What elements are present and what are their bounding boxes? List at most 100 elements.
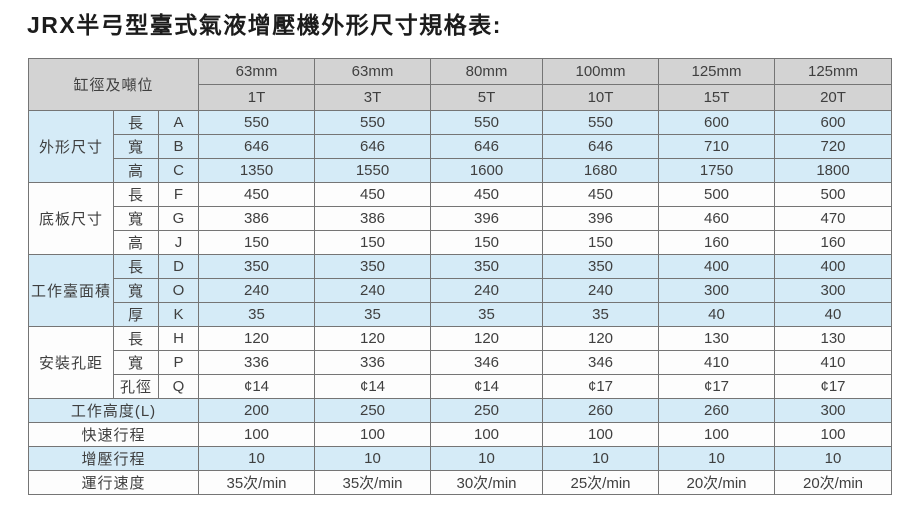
table-row: 寬 O 240 240 240 240 300 300 — [29, 278, 892, 303]
dim-label: 高 — [113, 158, 159, 183]
value-cell: 35次/min — [314, 470, 431, 495]
value-cell: 10 — [774, 446, 892, 471]
dim-label: 長 — [113, 182, 159, 207]
table-header-row-diameter: 缸徑及噸位 63mm 63mm 80mm 100mm 125mm 125mm — [28, 58, 892, 111]
table-row: 厚 K 35 35 35 35 40 40 — [29, 302, 892, 327]
value-cell: 410 — [658, 350, 775, 375]
value-cell: 150 — [430, 230, 543, 255]
value-cell: 150 — [198, 230, 315, 255]
value-cell: 100 — [658, 422, 775, 447]
dim-code: A — [158, 110, 199, 135]
value-cell: 300 — [774, 278, 892, 303]
value-cell: ¢14 — [430, 374, 543, 399]
dim-code: F — [158, 182, 199, 207]
dim-code: J — [158, 230, 199, 255]
value-cell: 160 — [658, 230, 775, 255]
col-header-diameter: 80mm — [430, 58, 543, 85]
value-cell: 100 — [430, 422, 543, 447]
dim-label: 寬 — [113, 278, 159, 303]
value-cell: 35 — [542, 302, 659, 327]
col-header-tonnage: 15T — [658, 84, 775, 111]
value-cell: 35 — [314, 302, 431, 327]
table-row: 寬 G 386 386 396 396 460 470 — [29, 206, 892, 231]
value-cell: 450 — [314, 182, 431, 207]
value-cell: 20次/min — [658, 470, 775, 495]
value-cell: 10 — [542, 446, 659, 471]
col-header-tonnage: 20T — [774, 84, 892, 111]
value-cell: 240 — [314, 278, 431, 303]
table-row: 高 C 1350 1550 1600 1680 1750 1800 — [29, 158, 892, 183]
value-cell: 600 — [774, 110, 892, 135]
value-cell: 240 — [542, 278, 659, 303]
col-header-diameter: 63mm — [198, 58, 315, 85]
dim-label: 長 — [113, 326, 159, 351]
dim-label: 孔徑 — [113, 374, 159, 399]
spec-table: 缸徑及噸位 63mm 63mm 80mm 100mm 125mm 125mm 1… — [28, 58, 892, 495]
value-cell: 350 — [314, 254, 431, 279]
value-cell: ¢17 — [542, 374, 659, 399]
summary-label: 快速行程 — [28, 422, 199, 447]
value-cell: 396 — [430, 206, 543, 231]
value-cell: 120 — [430, 326, 543, 351]
value-cell: ¢14 — [198, 374, 315, 399]
value-cell: 396 — [542, 206, 659, 231]
table-row: 外形尺寸 長 A 550 550 550 550 600 600 — [28, 110, 892, 183]
value-cell: 1800 — [774, 158, 892, 183]
value-cell: 10 — [430, 446, 543, 471]
value-cell: 300 — [774, 398, 892, 423]
dim-label: 寬 — [113, 350, 159, 375]
value-cell: 1350 — [198, 158, 315, 183]
value-cell: 550 — [542, 110, 659, 135]
value-cell: 200 — [198, 398, 315, 423]
dim-code: O — [158, 278, 199, 303]
dim-label: 寬 — [113, 134, 159, 159]
col-header-tonnage: 1T — [198, 84, 315, 111]
value-cell: 450 — [198, 182, 315, 207]
value-cell: 460 — [658, 206, 775, 231]
group-label: 底板尺寸 — [28, 182, 114, 255]
value-cell: 350 — [542, 254, 659, 279]
value-cell: 720 — [774, 134, 892, 159]
table-header-row-tonnage: 1T 3T 5T 10T 15T 20T — [29, 84, 892, 111]
value-cell: 500 — [658, 182, 775, 207]
value-cell: 30次/min — [430, 470, 543, 495]
table-row: 孔徑 Q ¢14 ¢14 ¢14 ¢17 ¢17 ¢17 — [29, 374, 892, 399]
value-cell: 1750 — [658, 158, 775, 183]
value-cell: 500 — [774, 182, 892, 207]
table-row: 寬 P 336 336 346 346 410 410 — [29, 350, 892, 375]
value-cell: 250 — [430, 398, 543, 423]
value-cell: 646 — [542, 134, 659, 159]
dim-code: Q — [158, 374, 199, 399]
value-cell: 450 — [430, 182, 543, 207]
value-cell: 35次/min — [198, 470, 315, 495]
dim-code: H — [158, 326, 199, 351]
page-title: JRX半弓型臺式氣液增壓機外形尺寸規格表: — [27, 12, 502, 38]
value-cell: 130 — [774, 326, 892, 351]
group-label: 工作臺面積 — [28, 254, 114, 327]
dim-label: 高 — [113, 230, 159, 255]
table-row: 運行速度 35次/min 35次/min 30次/min 25次/min 20次… — [28, 470, 892, 495]
corner-label: 缸徑及噸位 — [28, 58, 199, 111]
value-cell: 100 — [774, 422, 892, 447]
dim-code: D — [158, 254, 199, 279]
col-header-diameter: 125mm — [658, 58, 775, 85]
value-cell: 240 — [430, 278, 543, 303]
value-cell: 550 — [314, 110, 431, 135]
value-cell: 386 — [314, 206, 431, 231]
value-cell: 40 — [658, 302, 775, 327]
summary-label: 工作高度(L) — [28, 398, 199, 423]
table-row: 工作臺面積 長 D 350 350 350 350 400 400 — [28, 254, 892, 327]
value-cell: 35 — [198, 302, 315, 327]
value-cell: 10 — [314, 446, 431, 471]
value-cell: 550 — [198, 110, 315, 135]
dim-code: C — [158, 158, 199, 183]
value-cell: ¢17 — [658, 374, 775, 399]
dim-code: P — [158, 350, 199, 375]
value-cell: 400 — [658, 254, 775, 279]
value-cell: 35 — [430, 302, 543, 327]
value-cell: 646 — [314, 134, 431, 159]
value-cell: 646 — [198, 134, 315, 159]
value-cell: 710 — [658, 134, 775, 159]
value-cell: 386 — [198, 206, 315, 231]
value-cell: 100 — [198, 422, 315, 447]
